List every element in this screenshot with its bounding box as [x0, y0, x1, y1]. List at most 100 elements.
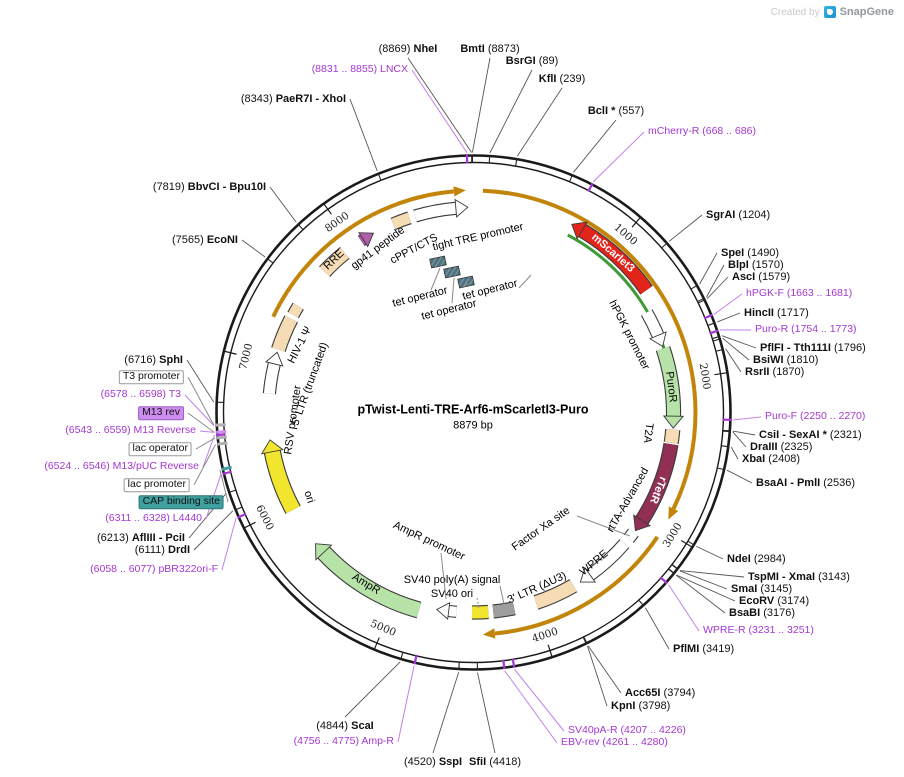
- enzyme-label-blpi[interactable]: BlpI (1570): [728, 259, 784, 271]
- primer-label-mcherry-r-668-686[interactable]: mCherry-R (668 .. 686): [648, 125, 756, 138]
- enzyme-label-ndei[interactable]: NdeI (2984): [727, 553, 786, 565]
- enzyme-position: (2408): [765, 452, 801, 465]
- enzyme-name: SpeI: [721, 246, 745, 259]
- enzyme-label-hincii[interactable]: HincII (1717): [744, 307, 809, 319]
- primer-label-6524-6546-m13-puc-reverse[interactable]: (6524 .. 6546) M13/pUC Reverse: [44, 460, 199, 473]
- enzyme-label-paer7i-xhoi[interactable]: (8343) PaeR7I - XhoI: [241, 93, 346, 105]
- feature-arc-cppt-cts[interactable]: [391, 212, 412, 229]
- feature-arrowhead: [453, 186, 466, 197]
- feature-label-puror[interactable]: PuroR: [663, 371, 679, 403]
- enzyme-label-econi[interactable]: (7565) EcoNI: [172, 234, 238, 246]
- enzyme-label-xbai[interactable]: XbaI (2408): [742, 453, 800, 465]
- enzyme-name: BsaAI - PmlI: [756, 476, 821, 489]
- enzyme-callout-line: [269, 186, 297, 223]
- feature-arc-puror[interactable]: [656, 346, 681, 417]
- primer-label-puro-f-2250-2270[interactable]: Puro-F (2250 .. 2270): [765, 410, 866, 423]
- enzyme-label-asci[interactable]: AscI (1579): [732, 271, 790, 283]
- feature-tet-operator[interactable]: [457, 275, 475, 289]
- enzyme-label-smai[interactable]: SmaI (3145): [731, 583, 792, 595]
- enzyme-callout-line: [572, 119, 617, 173]
- enzyme-position: (1717): [773, 306, 809, 319]
- feature-tet-operator[interactable]: [429, 255, 447, 269]
- feature-arc-ori[interactable]: [264, 450, 300, 514]
- feature-arc-ampr[interactable]: [318, 547, 422, 618]
- enzyme-label-kpni[interactable]: KpnI (3798): [611, 700, 670, 712]
- enzyme-label-spei[interactable]: SpeI (1490): [721, 247, 779, 259]
- primer-label-6578-6598-t3[interactable]: (6578 .. 6598) T3: [100, 388, 181, 401]
- enzyme-position: (3174): [774, 594, 810, 607]
- feature-arc-rtetr[interactable]: [636, 443, 678, 524]
- enzyme-label-sspi[interactable]: (4520) SspI: [404, 756, 462, 768]
- enzyme-label-afliii-pcii[interactable]: (6213) AflIII - PciI: [97, 532, 185, 544]
- enzyme-position: (1810): [783, 353, 819, 366]
- enzyme-label-ecorv[interactable]: EcoRV (3174): [739, 595, 809, 607]
- feature-arc-sv40-ori[interactable]: [471, 606, 489, 619]
- primer-label-6543-6559-m13-reverse[interactable]: (6543 .. 6559) M13 Reverse: [65, 424, 196, 437]
- enzyme-label-bsrgi[interactable]: BsrGI (89): [506, 55, 559, 67]
- primer-label-ebv-rev-4261-4280[interactable]: EBV-rev (4261 .. 4280): [561, 736, 668, 749]
- enzyme-label-csii-sexai[interactable]: CsiI - SexAI * (2321): [759, 429, 862, 441]
- feature-arc-hiv-1[interactable]: [288, 303, 303, 318]
- feature-label-lac-promoter[interactable]: lac promoter: [123, 478, 190, 492]
- enzyme-site-tick: [583, 636, 588, 645]
- primer-label-hpgk-f-1663-1681[interactable]: hPGK-F (1663 .. 1681): [746, 287, 853, 300]
- feature-label-ori[interactable]: ori: [301, 489, 316, 504]
- primer-label-8831-8855-lncx[interactable]: (8831 .. 8855) LNCX: [311, 63, 408, 76]
- enzyme-label-nhei[interactable]: (8869) NheI: [379, 43, 438, 55]
- enzyme-label-drdi[interactable]: (6111) DrdI: [135, 544, 190, 556]
- enzyme-site-tick: [715, 348, 724, 352]
- enzyme-label-rsrii[interactable]: RsrII (1870): [745, 366, 804, 378]
- enzyme-label-scai[interactable]: (4844) ScaI: [316, 720, 374, 732]
- watermark-created-by: Created by: [770, 6, 820, 18]
- enzyme-label-kfli[interactable]: KflI (239): [539, 73, 585, 85]
- plasmid-outer-circle: [215, 154, 732, 671]
- primer-label-4756-4775-amp-r[interactable]: (4756 .. 4775) Amp-R: [293, 735, 394, 748]
- primer-callout-line: [202, 435, 215, 468]
- enzyme-name: TspMI - XmaI: [748, 570, 816, 583]
- primer-label-puro-r-1754-1773[interactable]: Puro-R (1754 .. 1773): [755, 323, 857, 336]
- enzyme-site-tick: [668, 568, 675, 575]
- primer-label-sv40pa-r-4207-4226[interactable]: SV40pA-R (4207 .. 4226): [568, 724, 686, 737]
- feature-arc-mscarlet3[interactable]: [578, 224, 652, 294]
- primer-label-wpre-r-3231-3251[interactable]: WPRE-R (3231 .. 3251): [703, 624, 814, 637]
- primer-site-tick: [709, 329, 719, 335]
- feature-arc-factor-xa-site[interactable]: [624, 529, 638, 543]
- feature-label-m13-rev[interactable]: M13 rev: [138, 406, 184, 420]
- enzyme-label-acc65i[interactable]: Acc65I (3794): [625, 687, 695, 699]
- enzyme-label-sfii[interactable]: SfiI (4418): [469, 756, 521, 768]
- enzyme-callout-line: [679, 570, 728, 590]
- feature-label-lac-operator[interactable]: lac operator: [128, 442, 192, 456]
- enzyme-position: (8873): [484, 42, 520, 55]
- enzyme-label-sphi[interactable]: (6716) SphI: [124, 354, 183, 366]
- enzyme-label-bsiwi[interactable]: BsiWI (1810): [753, 354, 818, 366]
- feature-arc-rre[interactable]: [319, 247, 349, 277]
- feature-tet-operator[interactable]: [443, 265, 461, 279]
- enzyme-name: SspI: [438, 756, 463, 768]
- enzyme-name: BlpI: [728, 258, 749, 271]
- primer-label-6311-6328-l4440[interactable]: (6311 .. 6328) L4440: [105, 512, 202, 525]
- feature-arc-3-ltr-u3[interactable]: [533, 580, 577, 609]
- enzyme-label-draiii[interactable]: DraIII (2325): [750, 441, 812, 453]
- enzyme-position: (6111): [134, 543, 168, 556]
- enzyme-label-pflmi[interactable]: PflMI (3419): [673, 643, 734, 655]
- enzyme-label-sgrai[interactable]: SgrAI (1204): [706, 209, 770, 221]
- feature-arc-5-ltr-truncated[interactable]: [272, 315, 298, 352]
- enzyme-label-bcli[interactable]: BclI * (557): [588, 105, 644, 117]
- feature-label-sv40-ori[interactable]: SV40 ori: [431, 588, 473, 600]
- enzyme-label-bbvci-bpu10i[interactable]: (7819) BbvCI - Bpu10I: [153, 181, 266, 193]
- enzyme-label-bsaai-pmli[interactable]: BsaAI - PmlI (2536): [756, 477, 855, 489]
- feature-label-t3-promoter[interactable]: T3 promoter: [118, 370, 184, 384]
- enzyme-callout-line: [732, 430, 756, 436]
- enzyme-callout-line: [722, 337, 750, 361]
- feature-arc-t2a[interactable]: [664, 428, 680, 444]
- enzyme-label-tspmi-xmai[interactable]: TspMI - XmaI (3143): [748, 571, 850, 583]
- enzyme-label-bsabi[interactable]: BsaBI (3176): [729, 607, 795, 619]
- primer-label-6058-6077-pbr322ori-f[interactable]: (6058 .. 6077) pBR322ori-F: [90, 563, 218, 576]
- feature-arc-sv40-poly-a-signal[interactable]: [492, 602, 516, 618]
- feature-label-cap-binding-site[interactable]: CAP binding site: [138, 495, 224, 509]
- feature-label-sv40-poly-a-signal[interactable]: SV40 poly(A) signal: [404, 574, 501, 586]
- feature-label-t2a[interactable]: T2A: [641, 422, 655, 444]
- enzyme-label-pflfi-tth111i[interactable]: PflFI - Tth111I (1796): [760, 342, 866, 354]
- enzyme-label-bmti[interactable]: BmtI (8873): [460, 43, 519, 55]
- feature-arrowhead: [571, 221, 588, 240]
